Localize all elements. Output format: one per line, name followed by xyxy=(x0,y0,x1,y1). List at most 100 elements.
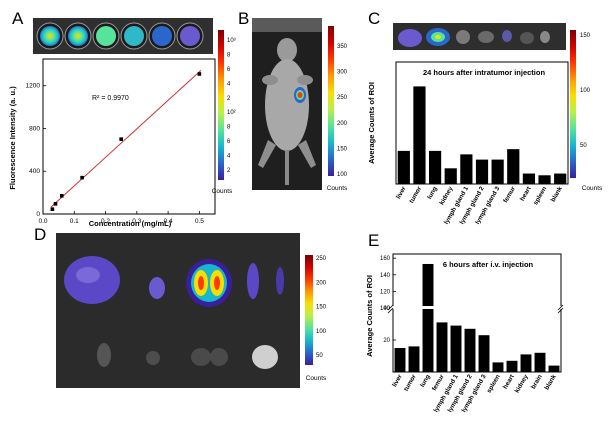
panel-d-colorbar-labels: 250 200 150 100 50 xyxy=(316,256,327,359)
bar-liver xyxy=(394,348,406,372)
bar-lymph-gland-2 xyxy=(475,159,489,184)
bar-femur xyxy=(436,322,448,372)
panel-a: A 0.0 0.1 0.2 0.3 0.4 0.5 0 400 800 1200 R² = 0.9… xyxy=(8,9,236,228)
colorbar-tick-label: 100 xyxy=(316,329,327,335)
bar-lymph-gland-1 xyxy=(450,325,462,372)
colorbar-tick-label: 50 xyxy=(580,143,587,149)
colorbar-tick-label: 8 xyxy=(227,52,231,58)
panel-b-colorbar-labels: 350 300 250 200 150 100 xyxy=(337,44,348,178)
data-point xyxy=(50,207,55,211)
bar-lung xyxy=(422,263,434,372)
panel-d-organs-image xyxy=(56,233,300,388)
colorbar-tick-label: 50 xyxy=(316,353,323,359)
data-point xyxy=(59,194,64,198)
x-category-label: lung xyxy=(426,185,439,200)
colorbar-tick-label: 100 xyxy=(337,172,348,178)
x-category-label: liver xyxy=(395,185,408,200)
well-6 xyxy=(180,26,200,46)
x-tick-label: 0.3 xyxy=(132,218,141,225)
bar-liver xyxy=(397,150,410,184)
panel-c-organs-image xyxy=(393,23,566,50)
bar-lung xyxy=(428,150,442,184)
panel-a-ylabel: Fluorescence Intensity (a. u.) xyxy=(8,86,17,190)
data-point xyxy=(80,175,84,180)
colorbar-tick-label: 10³ xyxy=(227,38,236,44)
bar-lymph-gland-1 xyxy=(460,154,473,184)
colorbar-tick-label: 10² xyxy=(227,110,236,116)
data-point xyxy=(197,72,202,76)
axis-break-mark-right xyxy=(557,304,564,314)
bar-lymph-gland-2 xyxy=(464,328,476,372)
y-tick-label: 800 xyxy=(29,125,40,132)
x-tick-label: 0.2 xyxy=(101,218,110,225)
bar-femur xyxy=(507,149,520,184)
x-category-label: blank xyxy=(543,373,558,391)
panel-a-colorbar xyxy=(218,30,224,180)
x-tick-label: 0.1 xyxy=(70,218,79,225)
y-tick-label: 40 xyxy=(383,306,390,312)
colorbar-tick-label: 350 xyxy=(337,44,348,50)
bar-blank xyxy=(554,173,567,184)
panel-d: D 250 200 150 100 50 Counts xyxy=(34,225,327,388)
colorbar-tick-label: 100 xyxy=(580,88,591,94)
panel-b-colorbar xyxy=(328,26,334,176)
bar-kidney xyxy=(444,168,457,184)
colorbar-tick-label: 4 xyxy=(227,154,231,160)
x-category-label: liver xyxy=(391,373,404,388)
bar-brain xyxy=(534,352,546,372)
well-5 xyxy=(152,26,172,46)
y-tick-label: 1200 xyxy=(26,83,41,90)
bar-heart xyxy=(506,360,518,372)
panel-c-annotation: 24 hours after intratumor injection xyxy=(423,68,546,77)
colorbar-tick-label: 2 xyxy=(227,96,231,102)
bar-spleen xyxy=(492,362,504,372)
x-category-label: blank xyxy=(550,185,565,203)
bar-lymph-gland-3 xyxy=(478,335,490,372)
x-category-label: kidney xyxy=(438,185,454,206)
colorbar-tick-label: 200 xyxy=(316,280,327,286)
panel-a-xlabel: Concentration (mg/mL) xyxy=(89,219,172,228)
colorbar-tick-label: 6 xyxy=(227,67,231,73)
colorbar-tick-label: 8 xyxy=(227,125,231,131)
x-category-label: tumor xyxy=(408,185,423,204)
panel-e-ylabel: Average Counts of ROI xyxy=(365,275,374,357)
panel-a-r2-annotation: R² = 0.9970 xyxy=(92,95,129,102)
x-category-label: heart xyxy=(519,185,533,203)
panel-e-letter: E xyxy=(368,231,379,250)
colorbar-tick-label: 4 xyxy=(227,81,231,87)
well-1 xyxy=(40,26,60,46)
panel-b: B 350 300 250 200 150 100 Counts xyxy=(238,9,348,192)
well-4 xyxy=(124,26,144,46)
axis-break-mark-left xyxy=(387,304,394,314)
y-tick-label: 160 xyxy=(380,256,391,262)
colorbar-tick-label: 250 xyxy=(337,95,348,101)
fit-line xyxy=(50,70,202,208)
x-category-label: spleen xyxy=(532,185,548,206)
x-category-label: brain xyxy=(530,373,544,390)
panel-c-colorbar xyxy=(570,30,576,178)
bar-tumor xyxy=(413,86,426,184)
panel-c-counts-label: Counts xyxy=(582,185,603,192)
y-tick-label: 400 xyxy=(29,168,40,175)
data-point xyxy=(53,202,58,206)
bar-kidney xyxy=(520,354,532,372)
well-2 xyxy=(68,26,88,46)
y-tick-label: 20 xyxy=(383,338,390,344)
bar-lymph-gland-3 xyxy=(491,159,504,184)
x-category-label: tumor xyxy=(403,373,418,392)
x-tick-label: 0.0 xyxy=(38,218,47,225)
bar-blank xyxy=(548,365,560,372)
panel-c-ylabel: Average Counts of ROI xyxy=(367,82,376,164)
panel-a-chart: 0.0 0.1 0.2 0.3 0.4 0.5 0 400 800 1200 xyxy=(26,70,204,225)
panel-d-counts-label: Counts xyxy=(306,375,327,382)
colorbar-tick-label: 150 xyxy=(337,146,348,152)
colorbar-tick-label: 200 xyxy=(337,121,348,127)
colorbar-tick-label: 6 xyxy=(227,139,231,145)
x-category-label: kidney xyxy=(514,373,530,394)
panel-c-colorbar-labels: 150 100 50 xyxy=(580,33,591,149)
colorbar-tick-label: 150 xyxy=(316,305,327,311)
colorbar-tick-label: 300 xyxy=(337,70,348,76)
